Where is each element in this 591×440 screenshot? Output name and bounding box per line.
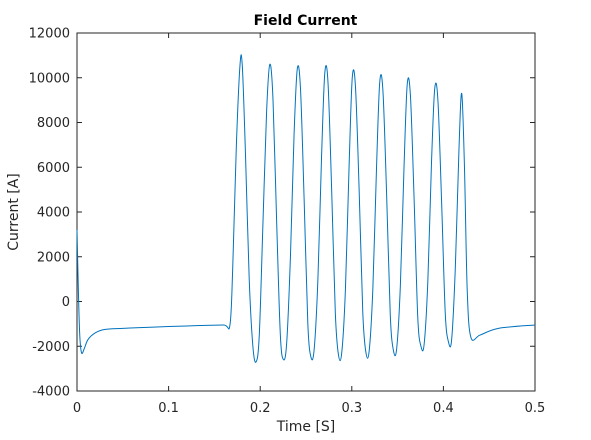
y-tick-label: 0 (62, 295, 70, 310)
plot-area (76, 32, 536, 392)
y-axis-label: Current [A] (6, 173, 22, 251)
x-axis-label: Time [S] (276, 419, 336, 435)
y-tick-label: 2000 (37, 250, 70, 265)
series-layer (76, 54, 536, 363)
x-tick-label: 0.2 (250, 401, 271, 416)
y-tick-label: -4000 (32, 385, 70, 400)
tick-marks (76, 32, 536, 392)
y-tick-label: 6000 (37, 161, 70, 176)
y-tick-label: 8000 (37, 116, 70, 131)
series-line-0 (76, 54, 536, 363)
x-tick-label: 0.3 (341, 401, 362, 416)
x-tick-label: 0.5 (525, 401, 546, 416)
chart-title: Field Current (254, 13, 358, 29)
x-tick-label: 0.4 (433, 401, 454, 416)
x-tick-label: 0 (73, 401, 81, 416)
y-tick-label: 4000 (37, 206, 70, 221)
y-tick-label: 12000 (29, 27, 70, 42)
y-tick-label: -2000 (32, 340, 70, 355)
x-tick-label: 0.1 (158, 401, 179, 416)
y-tick-label: 10000 (29, 71, 70, 86)
